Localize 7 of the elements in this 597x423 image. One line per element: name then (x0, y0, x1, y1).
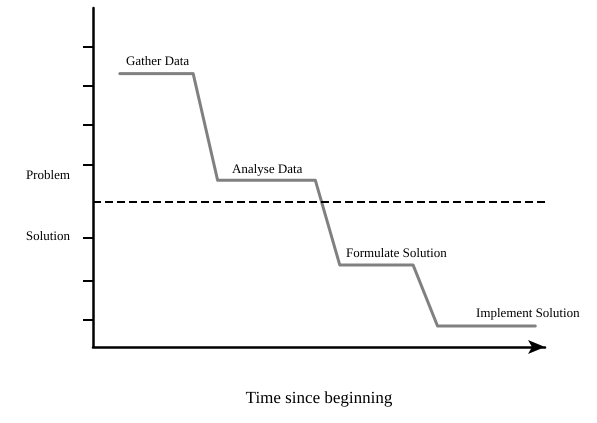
annotation: Analyse Data (232, 161, 303, 176)
text: Solution (26, 228, 70, 243)
text: Gather Data (126, 53, 190, 68)
text: Problem (26, 167, 70, 182)
annotation: Implement Solution (476, 305, 580, 320)
x-axis-title: Time since beginning (246, 388, 393, 407)
annotation: Formulate Solution (346, 245, 448, 260)
